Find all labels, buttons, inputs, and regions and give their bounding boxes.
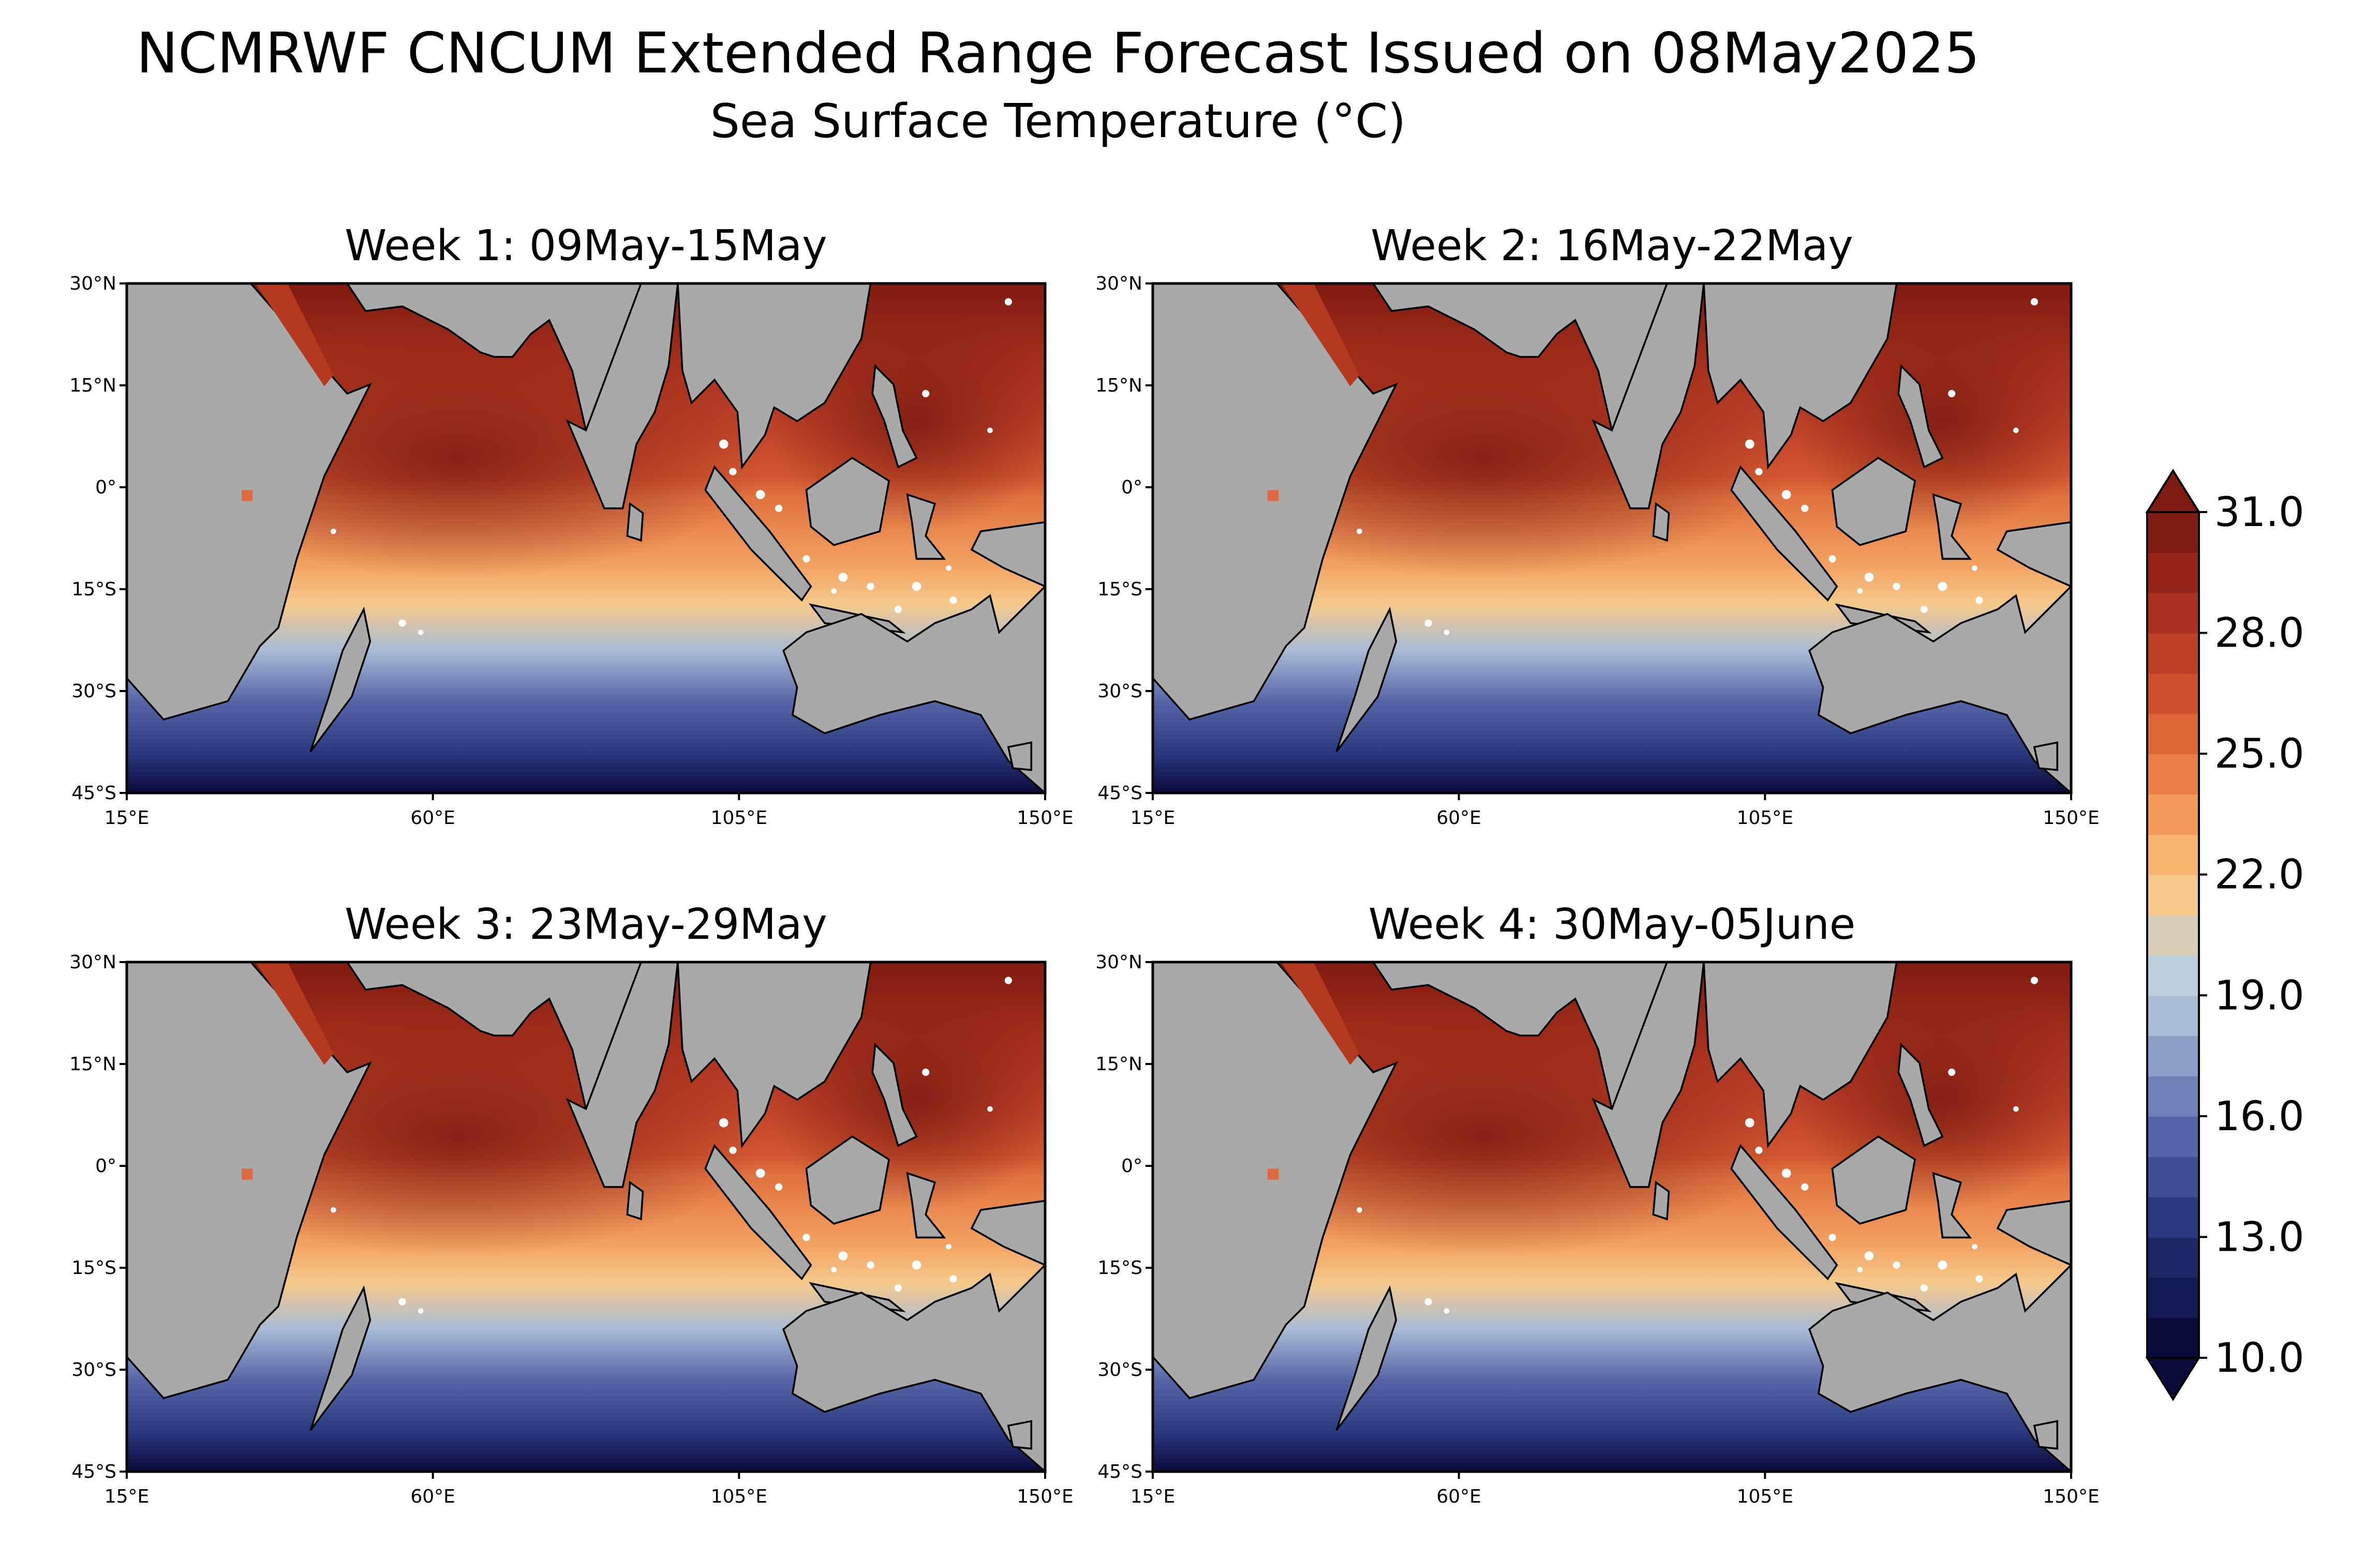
lon-tick-label: 60°E	[1436, 1486, 1481, 1507]
map-frame	[125, 961, 1047, 1473]
colorbar-tick-label: 25.0	[2214, 731, 2304, 777]
lon-tick-label: 60°E	[1436, 807, 1481, 829]
figure-title: NCMRWF CNCUM Extended Range Forecast Iss…	[136, 21, 1980, 86]
lon-tick-label: 60°E	[410, 807, 455, 829]
colorbar-segment	[2147, 1317, 2199, 1358]
lat-tick-label: 30°S	[71, 681, 116, 702]
colorbar-tick-label: 19.0	[2214, 972, 2304, 1019]
lon-tick-label: 150°E	[2043, 807, 2099, 829]
colorbar-tick-label: 13.0	[2214, 1214, 2304, 1261]
lat-tick-label: 30°N	[1095, 273, 1142, 294]
lat-tick-label: 15°S	[1097, 1257, 1142, 1279]
colorbar-segment	[2147, 1036, 2199, 1076]
colorbar-segment	[2147, 1237, 2199, 1278]
lon-tick-label: 150°E	[1017, 807, 1073, 829]
lon-tick-label: 15°E	[105, 807, 150, 829]
lat-tick-label: 30°S	[1097, 1359, 1142, 1381]
colorbar-segment	[2147, 673, 2199, 714]
colorbar-tick-label: 28.0	[2214, 610, 2304, 657]
colorbar-segment	[2147, 713, 2199, 755]
lon-tick-label: 105°E	[711, 807, 767, 829]
colorbar-segment	[2147, 915, 2199, 956]
map-panel-week-1: Week 1: 09May-15May 30°N 15°N 0° 15°S 30°S 45°…	[69, 221, 1073, 829]
lat-tick-label: 45°S	[1097, 1461, 1142, 1482]
colorbar-segment	[2147, 874, 2199, 916]
lat-tick-label: 15°S	[1097, 579, 1142, 600]
lat-tick-label: 30°N	[69, 273, 116, 294]
lat-tick-label: 15°S	[71, 1257, 116, 1279]
colorbar-segment	[2147, 512, 2199, 553]
map-panel-week-2: Week 2: 16May-22May 30°N 15°N 0° 15°S 30°S 45°…	[1095, 221, 2099, 829]
lon-tick-label: 150°E	[2043, 1486, 2099, 1507]
colorbar-max-extend	[2145, 469, 2201, 513]
colorbar-tick-label: 10.0	[2214, 1335, 2304, 1382]
colorbar-tick-label: 22.0	[2214, 852, 2304, 898]
colorbar-segment	[2147, 633, 2199, 674]
lat-tick-label: 15°N	[69, 375, 116, 396]
lat-tick-label: 45°S	[71, 783, 116, 804]
lon-tick-label: 15°E	[1130, 807, 1176, 829]
lat-tick-label: 45°S	[1097, 783, 1142, 804]
map-frame	[125, 282, 1047, 795]
lat-tick-label: 30°N	[69, 952, 116, 973]
panel-title: Week 3: 23May-29May	[345, 900, 827, 949]
lat-tick-label: 30°S	[71, 1359, 116, 1381]
lon-tick-label: 150°E	[1017, 1486, 1073, 1507]
lon-tick-label: 60°E	[410, 1486, 455, 1507]
lat-tick-label: 15°S	[71, 579, 116, 600]
lat-tick-label: 45°S	[71, 1461, 116, 1482]
colorbar-tick-label: 31.0	[2214, 489, 2304, 536]
sst-map	[1153, 283, 2071, 793]
panel-grid: Week 1: 09May-15May 30°N 15°N 0° 15°S 30°S 45°…	[69, 221, 2099, 1507]
lat-tick-label: 0°	[95, 1156, 116, 1177]
sst-map	[127, 283, 1045, 793]
colorbar-segment	[2147, 1156, 2199, 1197]
colorbar: 31.0 28.0 25.0 22.0 19.0 16.0 13.0 10.0	[2145, 469, 2304, 1401]
lon-tick-label: 105°E	[1737, 807, 1793, 829]
lat-tick-label: 30°S	[1097, 681, 1142, 702]
lon-tick-label: 15°E	[1130, 1486, 1176, 1507]
colorbar-segment	[2147, 1196, 2199, 1238]
panel-title: Week 2: 16May-22May	[1371, 221, 1853, 271]
lon-tick-label: 15°E	[105, 1486, 150, 1507]
map-panel-week-3: Week 3: 23May-29May 30°N 15°N 0° 15°S 30°S 45°…	[69, 900, 1073, 1507]
colorbar-segment	[2147, 552, 2199, 593]
colorbar-tick-label: 16.0	[2214, 1093, 2304, 1140]
colorbar-min-extend	[2145, 1357, 2201, 1401]
map-panel-week-4: Week 4: 30May-05June 30°N 15°N 0° 15°S 30°S 45…	[1095, 900, 2099, 1507]
lat-tick-label: 0°	[1121, 477, 1142, 498]
map-frame	[1151, 961, 2073, 1473]
map-frame	[1151, 282, 2073, 795]
lon-tick-label: 105°E	[1737, 1486, 1793, 1507]
colorbar-frame	[2146, 511, 2200, 1359]
lat-tick-label: 15°N	[1095, 375, 1142, 396]
lat-tick-label: 30°N	[1095, 952, 1142, 973]
panel-title: Week 1: 09May-15May	[345, 221, 827, 271]
lat-tick-label: 15°N	[69, 1054, 116, 1075]
colorbar-segment	[2147, 592, 2199, 634]
panel-title: Week 4: 30May-05June	[1368, 900, 1856, 949]
colorbar-segment	[2147, 1076, 2199, 1117]
colorbar-segment	[2147, 1116, 2199, 1157]
colorbar-segment	[2147, 1277, 2199, 1318]
sst-map	[127, 962, 1045, 1472]
figure-subtitle: Sea Surface Temperature (°C)	[710, 94, 1406, 148]
lon-tick-label: 105°E	[711, 1486, 767, 1507]
colorbar-segment	[2147, 995, 2199, 1037]
colorbar-segment	[2147, 955, 2199, 996]
colorbar-segment	[2147, 834, 2199, 875]
colorbar-segment	[2147, 794, 2199, 835]
lat-tick-label: 0°	[95, 477, 116, 498]
lat-tick-label: 0°	[1121, 1156, 1142, 1177]
lat-tick-label: 15°N	[1095, 1054, 1142, 1075]
sst-map	[1153, 962, 2071, 1472]
colorbar-segment	[2147, 754, 2199, 795]
